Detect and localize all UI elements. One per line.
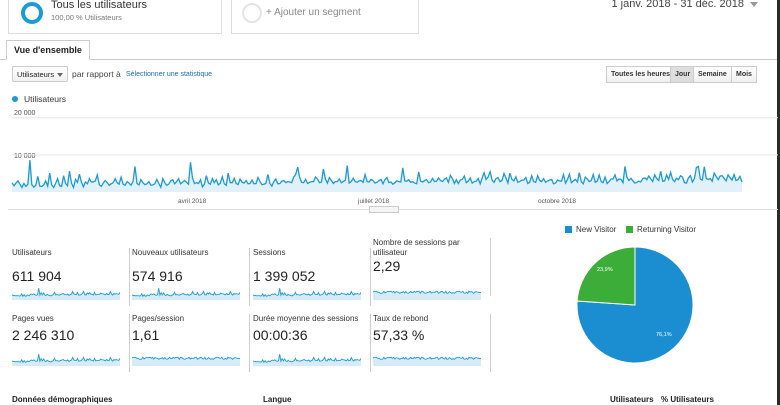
scorecard-label: Utilisateurs <box>12 248 52 257</box>
scorecard-new-users[interactable]: Nouveaux utilisateurs 574 916 <box>132 248 250 310</box>
window-edge <box>777 0 780 405</box>
metric-select-value: Utilisateurs <box>17 70 55 79</box>
scorecard-label: Durée moyenne des sessions <box>253 314 359 323</box>
y-tick-10000: 10 000 <box>14 153 36 160</box>
pie-legend-new: New Visitor <box>565 225 616 234</box>
sparkline <box>253 354 361 366</box>
tab-overview[interactable]: Vue d'ensemble <box>6 40 90 60</box>
sparkline <box>132 356 240 366</box>
date-range-picker[interactable]: 1 janv. 2018 - 31 déc. 2018 <box>611 0 744 10</box>
visitor-type-pie-chart[interactable] <box>575 245 695 365</box>
add-segment-button[interactable]: + Ajouter un segment <box>231 0 419 34</box>
series-legend-dot <box>12 96 18 102</box>
granularity-day-button[interactable]: Jour <box>670 66 696 83</box>
card-divider <box>490 314 491 372</box>
sparkline <box>253 288 361 300</box>
scorecard-users[interactable]: Utilisateurs 611 904 <box>12 248 130 310</box>
scorecard-label: Taux de rebond <box>373 314 429 323</box>
sparkline-line <box>253 288 361 298</box>
scorecard-label: Sessions <box>253 248 286 257</box>
card-divider <box>249 248 250 306</box>
scorecard-sessions[interactable]: Sessions 1 399 052 <box>253 248 371 310</box>
granularity-hourly-button[interactable]: Toutes les heures <box>606 66 676 83</box>
chevron-down-icon <box>57 73 63 77</box>
segment-ring-icon <box>21 2 43 24</box>
chevron-down-icon[interactable] <box>750 2 758 7</box>
scorecard-label: Pages/session <box>132 314 185 323</box>
scorecard-value: 574 916 <box>132 268 183 284</box>
legend-label: Returning Visitor <box>637 225 696 234</box>
scorecard-value: 611 904 <box>12 268 62 284</box>
sparkline-line <box>132 288 240 298</box>
x-tick-october: octobre 2018 <box>538 198 576 205</box>
granularity-week-button[interactable]: Semaine <box>693 66 732 83</box>
scorecard-value: 00:00:36 <box>253 327 308 343</box>
pie-slice-returning-visitor[interactable] <box>576 246 636 306</box>
card-divider <box>490 238 491 296</box>
x-tick-july: juillet 2018 <box>358 198 390 205</box>
scorecard-value: 57,33 % <box>373 327 425 343</box>
card-divider <box>129 248 130 306</box>
sparkline <box>373 356 481 366</box>
compare-label: par rapport à <box>72 69 121 79</box>
card-divider <box>370 314 371 372</box>
x-tick-april: avril 2018 <box>178 198 207 205</box>
pie-label-returning: 23,9% <box>597 267 613 273</box>
granularity-month-button[interactable]: Mois <box>731 66 757 83</box>
tab-divider <box>0 59 777 60</box>
scorecard-value: 2,29 <box>373 258 401 274</box>
sparkline <box>12 288 120 300</box>
add-segment-label: + Ajouter un segment <box>266 7 361 18</box>
demographics-heading: Données démographiques <box>12 395 113 404</box>
scorecard-value: 1 399 052 <box>253 268 316 284</box>
scorecard-label: Nouveaux utilisateurs <box>132 248 209 257</box>
card-divider <box>370 248 371 306</box>
scorecard-sessions-per-user[interactable]: Nombre de sessions par utilisateur 2,29 <box>373 238 491 300</box>
sparkline-line <box>12 354 120 364</box>
scorecard-pageviews[interactable]: Pages vues 2 246 310 <box>12 314 130 376</box>
pie-slice-new-visitor[interactable] <box>576 246 694 364</box>
scorecard-value: 1,61 <box>132 327 160 343</box>
users-column-header: Utilisateurs <box>610 395 654 404</box>
y-tick-20000: 20 000 <box>14 110 36 117</box>
sparkline-line <box>12 288 120 298</box>
sparkline <box>12 354 120 366</box>
metric-select[interactable]: Utilisateurs <box>12 66 68 82</box>
pct-users-column-header: % Utilisateurs <box>661 395 714 404</box>
scorecard-bounce-rate[interactable]: Taux de rebond 57,33 % <box>373 314 491 376</box>
scorecard-label: Nombre de sessions par utilisateur <box>373 238 460 257</box>
scorecard-label: Pages vues <box>12 314 54 323</box>
legend-swatch <box>565 226 572 233</box>
legend-label: New Visitor <box>576 225 617 234</box>
language-heading: Langue <box>263 395 292 404</box>
sparkline <box>373 290 481 300</box>
scorecard-value: 2 246 310 <box>12 327 75 343</box>
sparkline-line <box>373 356 481 361</box>
empty-segment-icon <box>242 3 262 23</box>
card-divider <box>129 314 130 372</box>
segment-title: Tous les utilisateurs <box>51 0 147 11</box>
select-metric-link[interactable]: Sélectionner une statistique <box>126 71 212 78</box>
sparkline-line <box>253 354 361 364</box>
series-line-users <box>11 160 743 190</box>
scorecard-pages-per-session[interactable]: Pages/session 1,61 <box>132 314 250 376</box>
series-legend-label: Utilisateurs <box>24 94 67 104</box>
sparkline <box>132 288 240 300</box>
users-line-chart[interactable] <box>0 100 780 200</box>
series-area <box>12 160 742 192</box>
pie-label-new: 76,1% <box>656 332 672 338</box>
segment-subtitle: 100,00 % Utilisateurs <box>51 13 122 22</box>
pie-legend-returning: Returning Visitor <box>626 225 696 234</box>
card-divider <box>249 314 250 372</box>
sparkline-line <box>373 290 481 295</box>
chart-resize-handle[interactable] <box>369 206 399 213</box>
scorecard-avg-session-duration[interactable]: Durée moyenne des sessions 00:00:36 <box>253 314 371 376</box>
segment-all-users[interactable]: Tous les utilisateurs 100,00 % Utilisate… <box>8 0 222 34</box>
legend-swatch <box>626 226 633 233</box>
sparkline-line <box>132 356 240 361</box>
